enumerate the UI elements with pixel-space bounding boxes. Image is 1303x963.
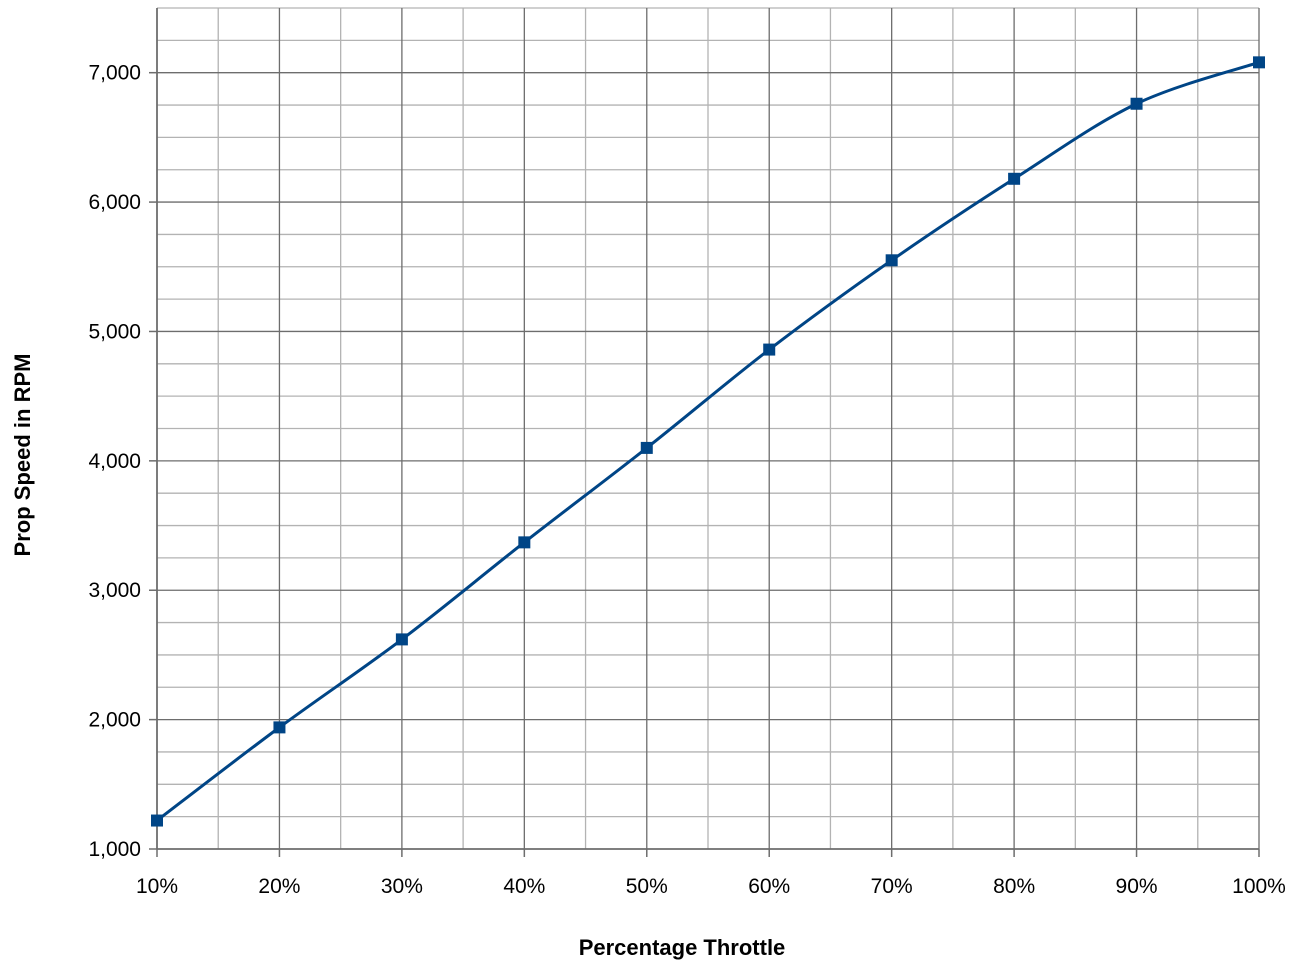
data-series (151, 56, 1265, 827)
data-point-marker (1130, 97, 1143, 110)
data-point-marker (151, 814, 163, 827)
minor-gridlines (157, 7, 1259, 849)
major-gridlines (157, 8, 1260, 849)
x-tick-label: 70% (871, 875, 913, 898)
x-tick-label: 30% (381, 875, 423, 898)
y-tick-label: 2,000 (88, 709, 141, 732)
data-point-marker (763, 343, 776, 356)
data-point-marker (885, 254, 898, 267)
axes (149, 8, 1260, 857)
data-point-marker (1253, 56, 1265, 69)
x-tick-label: 80% (993, 875, 1035, 898)
y-tick-label: 4,000 (88, 450, 141, 473)
x-tick-label: 40% (503, 875, 545, 898)
y-axis-title: Prop Speed in RPM (10, 354, 35, 557)
x-tick-labels: 10% 20% 30% 40% 50% 60% 70% 80% 90% 100% (136, 875, 1286, 898)
y-tick-label: 6,000 (88, 191, 141, 214)
data-point-marker (640, 441, 653, 454)
x-tick-label: 60% (748, 875, 790, 898)
x-axis-title: Percentage Throttle (579, 935, 786, 960)
data-point-marker (1008, 172, 1021, 185)
y-tick-label: 3,000 (88, 579, 141, 602)
x-tick-label: 90% (1116, 875, 1158, 898)
y-tick-labels: 1,000 2,000 3,000 4,000 5,000 6,000 7,000 (88, 62, 141, 861)
data-point-marker (518, 536, 531, 549)
y-tick-label: 5,000 (88, 320, 141, 343)
x-tick-label: 20% (258, 875, 300, 898)
series-line (156, 60, 1260, 822)
y-tick-label: 7,000 (88, 62, 141, 85)
data-point-marker (273, 721, 286, 734)
y-tick-label: 1,000 (88, 838, 141, 861)
x-tick-label: 50% (626, 875, 668, 898)
x-tick-label: 10% (136, 875, 178, 898)
data-point-marker (395, 633, 408, 646)
x-tick-label: 100% (1232, 875, 1286, 898)
